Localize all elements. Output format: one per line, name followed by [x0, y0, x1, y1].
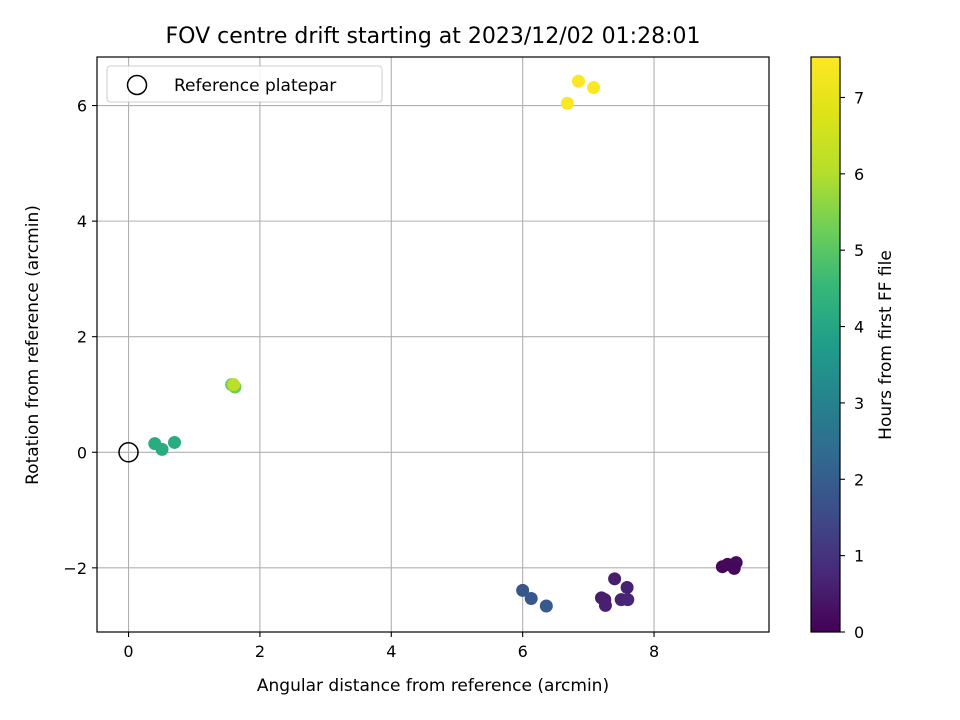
colorbar-tick-label: 3 — [854, 394, 864, 413]
x-tick-label: 2 — [255, 642, 265, 661]
grid-lines — [97, 57, 769, 632]
legend-box — [106, 65, 383, 103]
y-tick-label: 2 — [77, 328, 87, 347]
data-point — [155, 442, 169, 456]
reference-platepar-marker — [118, 442, 139, 463]
plot-area-frame — [96, 56, 770, 633]
legend: Reference platepar — [106, 65, 383, 103]
data-points — [148, 74, 743, 613]
data-point — [608, 572, 622, 586]
colorbar-tick-label: 5 — [854, 241, 864, 260]
colorbar-tick-label: 0 — [854, 623, 864, 642]
y-axis-label: Rotation from reference (arcmin) — [23, 205, 43, 485]
x-axis-ticks: 0 2 4 6 8 — [123, 632, 659, 661]
data-point — [572, 74, 586, 88]
colorbar-tick-label: 2 — [854, 470, 864, 489]
data-point — [524, 591, 538, 605]
data-point — [539, 599, 553, 613]
x-tick-label: 8 — [649, 642, 659, 661]
colorbar-tick-label: 6 — [854, 165, 864, 184]
y-tick-label: −2 — [63, 559, 87, 578]
data-point — [598, 598, 612, 612]
y-axis-ticks: −2 0 2 4 6 — [63, 97, 97, 578]
x-axis-label: Angular distance from reference (arcmin) — [257, 676, 609, 696]
data-point — [516, 583, 530, 597]
data-point — [560, 96, 574, 110]
x-tick-label: 6 — [518, 642, 528, 661]
data-point — [621, 593, 635, 607]
y-tick-label: 6 — [77, 97, 87, 116]
colorbar-gradient — [811, 57, 840, 632]
x-tick-label: 4 — [386, 642, 396, 661]
colorbar-tick-label: 7 — [854, 88, 864, 107]
colorbar-ticks: 0 1 2 3 4 5 6 7 — [840, 88, 864, 642]
colorbar-tick-label: 4 — [854, 318, 864, 337]
legend-hollow-circle-icon — [126, 74, 148, 96]
data-point — [587, 81, 601, 95]
y-tick-label: 0 — [77, 443, 87, 462]
colorbar-tick-label: 1 — [854, 547, 864, 566]
data-point — [168, 435, 182, 449]
data-point — [620, 581, 634, 595]
chart-title: FOV centre drift starting at 2023/12/02 … — [166, 24, 701, 49]
data-point — [227, 378, 241, 392]
colorbar-label: Hours from first FF file — [876, 250, 896, 440]
colorbar-frame — [810, 56, 841, 633]
y-tick-label: 4 — [77, 212, 87, 231]
legend-label: Reference platepar — [174, 76, 336, 96]
x-tick-label: 0 — [123, 642, 133, 661]
data-point — [727, 561, 741, 575]
